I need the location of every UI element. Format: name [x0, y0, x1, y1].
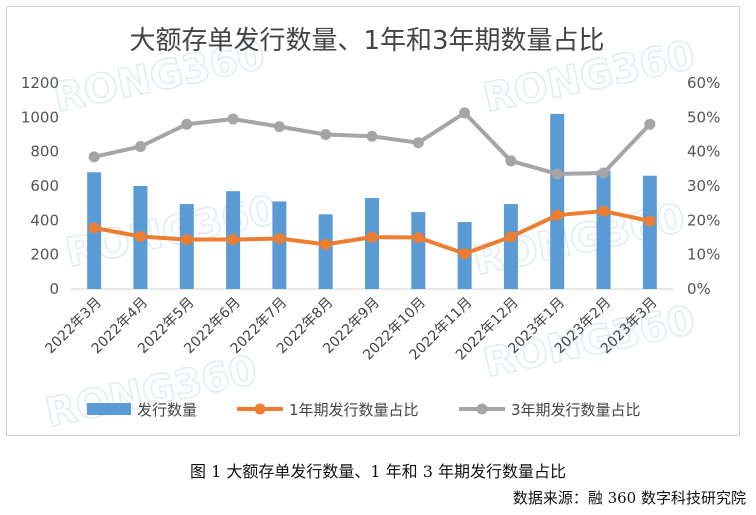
bar — [365, 198, 379, 289]
bar — [642, 175, 657, 289]
data-source: 数据来源：融 360 数字科技研究院 — [512, 489, 746, 507]
bar — [179, 204, 194, 289]
point-1yr — [366, 231, 378, 243]
legend-label-3yr: 3年期发行数量占比 — [511, 401, 641, 419]
y-right-tick-label: 40% — [687, 143, 720, 161]
point-3yr — [459, 107, 471, 119]
point-1yr — [505, 231, 517, 243]
point-1yr — [644, 215, 656, 227]
bar — [596, 170, 611, 289]
figure-caption: 图 1 大额存单发行数量、1 年和 3 年期发行数量占比 — [190, 462, 566, 481]
bar — [318, 214, 333, 289]
point-3yr — [551, 168, 563, 180]
bar — [272, 201, 287, 289]
point-3yr — [88, 151, 100, 163]
y-left-tick-label: 0 — [49, 280, 59, 298]
bars-layer — [87, 113, 657, 290]
legend-marker-3yr — [476, 403, 488, 415]
point-3yr — [366, 130, 378, 142]
legend-marker-1yr — [254, 403, 266, 415]
y-right-tick-label: 30% — [687, 177, 720, 195]
point-1yr — [88, 222, 100, 234]
point-3yr — [598, 167, 610, 179]
y-right-tick-label: 50% — [687, 108, 720, 126]
y-left-tick-label: 600 — [30, 177, 59, 195]
point-1yr — [320, 238, 332, 250]
legend-label-1yr: 1年期发行数量占比 — [289, 401, 419, 419]
y-right-tick-label: 0% — [687, 280, 711, 298]
chart-title: 大额存单发行数量、1年和3年期数量占比 — [129, 26, 604, 56]
y-left-tick-label: 200 — [30, 246, 59, 264]
point-1yr — [412, 232, 424, 243]
point-1yr — [181, 234, 193, 246]
y-right-tick-label: 10% — [687, 246, 720, 264]
point-1yr — [134, 230, 146, 242]
y-right-tick-label: 60% — [687, 74, 720, 92]
point-1yr — [459, 248, 471, 260]
point-1yr — [227, 234, 239, 246]
y-left-tick-label: 1200 — [21, 74, 59, 92]
watermark-text: RONG360 — [42, 347, 261, 437]
legend-swatch-bars — [87, 403, 131, 415]
point-3yr — [505, 155, 517, 167]
point-3yr — [227, 113, 239, 125]
point-1yr — [551, 209, 563, 221]
bar — [550, 113, 565, 290]
line-3yr — [93, 110, 652, 176]
y-left-tick-label: 800 — [30, 143, 59, 161]
point-1yr — [598, 205, 610, 217]
y-right-tick-label: 20% — [687, 211, 720, 229]
bar — [503, 204, 518, 289]
point-3yr — [134, 141, 146, 153]
point-1yr — [273, 233, 285, 245]
point-3yr — [412, 137, 424, 149]
legend-label-bars: 发行数量 — [137, 401, 197, 419]
point-3yr — [181, 118, 193, 130]
point-3yr — [644, 118, 656, 130]
point-3yr — [320, 129, 332, 140]
point-3yr — [273, 121, 285, 133]
lines-layer — [88, 107, 656, 260]
y-left-tick-label: 1000 — [21, 108, 59, 126]
bar — [411, 212, 426, 289]
legend-layer: 发行数量 1年期发行数量占比 3年期发行数量占比 — [87, 401, 641, 419]
y-left-tick-label: 400 — [30, 211, 59, 229]
chart-frame: RONG360 RONG360 RONG360 RONG360 RONG360 RONG3… — [6, 6, 740, 437]
